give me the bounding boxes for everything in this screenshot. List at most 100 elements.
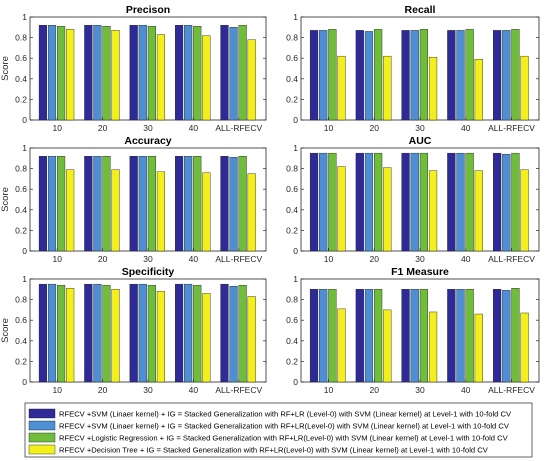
x-tick-label: 20 (369, 123, 379, 133)
bar-series-1 (447, 152, 456, 252)
y-tick-label: 0.8 (286, 164, 298, 174)
bar-series-2 (502, 290, 511, 383)
bar-series-4 (520, 55, 529, 121)
x-tick-label: 10 (52, 123, 62, 133)
x-tick-label: ALL-RFECV (488, 123, 535, 133)
x-tick-label: ALL-RFECV (215, 254, 262, 264)
bar-series-1 (493, 152, 502, 252)
bar-series-3 (511, 29, 520, 121)
bar-series-2 (410, 30, 419, 121)
bar-series-3 (465, 29, 474, 121)
bar-series-3 (419, 152, 428, 252)
bar-series-2 (229, 27, 238, 121)
bar-series-4 (202, 293, 211, 383)
bar-series-1 (84, 25, 93, 121)
y-tick-label: 0.4 (286, 336, 298, 346)
bar-series-3 (102, 284, 111, 383)
x-tick-label: 30 (415, 385, 425, 395)
bar-series-4 (156, 291, 165, 383)
bar-series-3 (147, 156, 156, 252)
bar-series-1 (401, 289, 410, 383)
bar-series-2 (93, 156, 102, 252)
y-tick-label: 0.8 (15, 164, 27, 174)
x-tick-label: 20 (369, 385, 379, 395)
y-tick-label: 0.4 (15, 74, 27, 84)
bar-series-4 (383, 309, 392, 383)
x-tick-label: 10 (324, 385, 334, 395)
x-tick-label: 30 (143, 254, 153, 264)
bar-series-1 (175, 283, 184, 383)
bar-series-2 (138, 283, 147, 383)
bar-series-1 (355, 152, 364, 252)
x-tick-label: 40 (189, 254, 199, 264)
chart-title: Precison (126, 4, 170, 16)
bar-series-1 (309, 30, 319, 121)
bar-series-1 (447, 289, 456, 383)
bar-series-4 (111, 30, 120, 121)
bar-series-4 (247, 39, 256, 121)
bar-series-1 (175, 25, 184, 121)
bar-series-2 (93, 25, 102, 121)
bar-series-4 (247, 173, 256, 252)
bar-series-4 (66, 288, 75, 383)
x-tick-label: 40 (461, 385, 471, 395)
bar-series-2 (364, 289, 374, 383)
y-tick-label: 1 (293, 12, 298, 22)
legend-swatch (28, 432, 56, 443)
bar-series-4 (383, 167, 392, 252)
y-tick-label: 0 (22, 246, 27, 256)
x-tick-label: 10 (52, 254, 62, 264)
bar-series-2 (456, 289, 465, 383)
bar-series-3 (57, 156, 66, 252)
y-tick-label: 0.2 (286, 225, 298, 235)
x-tick-label: ALL-RFECV (488, 385, 535, 395)
y-axis-label: Score (0, 56, 11, 81)
legend-box (24, 402, 533, 458)
bar-series-2 (502, 30, 511, 121)
bar-series-1 (84, 283, 93, 383)
y-tick-label: 1 (293, 274, 298, 284)
bar-series-2 (47, 283, 57, 383)
y-tick-label: 0 (293, 115, 298, 125)
bar-series-3 (419, 29, 428, 121)
bar-series-2 (410, 289, 419, 383)
bar-series-2 (456, 152, 465, 252)
bar-series-3 (238, 284, 247, 383)
bar-series-1 (355, 289, 364, 383)
bar-series-2 (47, 25, 57, 121)
bar-series-4 (474, 313, 483, 383)
bar-series-1 (493, 289, 502, 383)
bar-series-2 (229, 286, 238, 383)
y-tick-label: 0.6 (286, 53, 298, 63)
x-tick-label: 20 (98, 254, 108, 264)
bar-series-1 (309, 152, 319, 252)
x-tick-label: 20 (369, 254, 379, 264)
y-tick-label: 0.8 (286, 33, 298, 43)
x-tick-label: 10 (324, 254, 334, 264)
x-tick-label: ALL-RFECV (215, 123, 262, 133)
y-tick-label: 0 (293, 246, 298, 256)
y-tick-label: 0.4 (286, 74, 298, 84)
bar-series-3 (511, 152, 520, 252)
chart-title: F1 Measure (391, 266, 449, 278)
bar-series-2 (319, 152, 328, 252)
y-tick-label: 0.4 (15, 205, 27, 215)
y-tick-label: 0.4 (15, 336, 27, 346)
bar-series-3 (419, 289, 428, 383)
chart-title: Specificity (122, 266, 175, 278)
bar-series-3 (193, 284, 202, 383)
y-tick-label: 0 (22, 115, 27, 125)
legend-swatch (28, 408, 56, 419)
bar-series-1 (38, 283, 47, 383)
bar-series-3 (147, 26, 156, 121)
bar-series-2 (184, 25, 193, 121)
legend-entry: RFECV +Logistic Regression + IG = Stacke… (59, 434, 509, 443)
bar-series-2 (184, 156, 193, 252)
x-tick-label: 10 (324, 123, 334, 133)
bar-series-4 (247, 296, 256, 383)
bar-series-3 (328, 29, 337, 121)
y-tick-label: 0.4 (286, 205, 298, 215)
chart-panel-6: F1 Measure 0 0.2 0.4 0.6 0.8 1 10 20 30 40 ALL-RFEC… (286, 266, 540, 395)
chart-title: Accuracy (124, 135, 171, 147)
bar-series-4 (383, 55, 392, 121)
